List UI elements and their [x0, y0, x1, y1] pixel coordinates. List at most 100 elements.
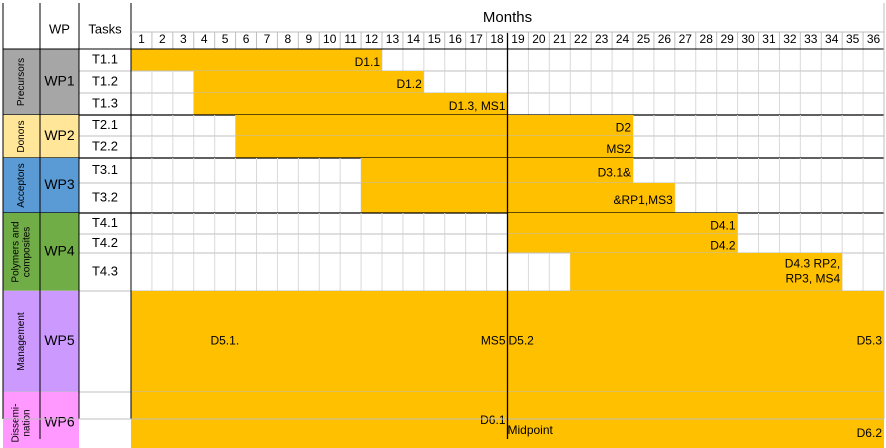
- category-cell: [3, 158, 40, 213]
- annotation-label: D5.2: [509, 334, 535, 348]
- wp-label: WP5: [44, 332, 75, 348]
- month-number: 19: [511, 32, 525, 46]
- category-cell: [3, 213, 40, 291]
- month-number: 1: [138, 32, 145, 46]
- task-bar: [361, 183, 675, 213]
- category-cell: [3, 392, 40, 448]
- month-number: 28: [700, 32, 714, 46]
- task-id: T1.3: [92, 95, 118, 110]
- category-cell: [3, 291, 40, 392]
- deliverable-label: D3.1&: [598, 166, 631, 180]
- task-bar: [235, 136, 634, 158]
- month-number: 31: [762, 32, 776, 46]
- task-bar: [131, 49, 382, 71]
- month-number: 13: [386, 32, 400, 46]
- category-label: Precursors: [16, 58, 27, 106]
- wp-cell: [40, 115, 79, 158]
- month-number: 23: [595, 32, 609, 46]
- deliverable-label: MS2: [606, 142, 631, 156]
- category-label: Acceptors: [16, 163, 27, 207]
- deliverable-label: D4.3 RP2,: [785, 257, 840, 271]
- month-number: 24: [616, 32, 630, 46]
- wp-label: WP1: [44, 73, 75, 89]
- task-bar: [193, 71, 424, 93]
- task-id: T1.1: [92, 51, 118, 66]
- month-number: 16: [449, 32, 463, 46]
- annotation-label: D6.2: [857, 426, 883, 440]
- month-number: 34: [825, 32, 839, 46]
- month-number: 35: [846, 32, 860, 46]
- month-number: 32: [783, 32, 797, 46]
- deliverable-label: RP3, MS4: [785, 272, 840, 286]
- category-label: Dissemi-: [11, 404, 22, 443]
- task-id: T4.1: [92, 215, 118, 230]
- category-label: Donors: [16, 120, 27, 152]
- month-number: 21: [553, 32, 567, 46]
- month-number: 11: [344, 32, 357, 46]
- category-label: nation: [22, 409, 33, 436]
- month-number: 26: [658, 32, 672, 46]
- deliverable-label: D4.2: [710, 239, 736, 253]
- task-id: T3.1: [92, 162, 118, 177]
- month-number: 2: [159, 32, 166, 46]
- task-bar: [507, 234, 738, 253]
- month-number: 27: [679, 32, 693, 46]
- category-label: Management: [16, 312, 27, 371]
- month-number: 30: [741, 32, 755, 46]
- wp-label: WP4: [44, 243, 75, 259]
- category-label: composites: [22, 227, 33, 278]
- header-tasks: Tasks: [88, 21, 122, 36]
- task-bar: [507, 213, 738, 234]
- month-number: 10: [323, 32, 337, 46]
- month-number: 33: [804, 32, 818, 46]
- task-id: T4.3: [92, 263, 118, 278]
- task-bar: [235, 115, 634, 136]
- annotation-label: MS5: [481, 334, 506, 348]
- wp-label: WP3: [44, 176, 75, 192]
- category-cell: [3, 115, 40, 158]
- category-cell: [3, 49, 40, 115]
- month-number: 36: [867, 32, 881, 46]
- category-label: Polymers and: [11, 221, 22, 282]
- wp-label: WP2: [44, 127, 75, 143]
- month-number: 12: [365, 32, 379, 46]
- task-bar: [570, 253, 843, 291]
- deliverable-label: D4.1: [710, 219, 736, 233]
- wp-cell: [40, 291, 79, 392]
- month-number: 3: [180, 32, 187, 46]
- task-bar: [193, 93, 508, 115]
- month-number: 20: [532, 32, 546, 46]
- annotation-label: D5.1.: [210, 334, 239, 348]
- month-number: 17: [469, 32, 483, 46]
- wp-cell: [40, 49, 79, 115]
- month-number: 8: [285, 32, 292, 46]
- annotation-label: D6.1: [480, 413, 506, 427]
- month-number: 25: [637, 32, 651, 46]
- month-number: 6: [243, 32, 250, 46]
- month-number: 18: [490, 32, 504, 46]
- annotation-label: D5.3: [857, 334, 883, 348]
- month-number: 5: [222, 32, 229, 46]
- midpoint-label: Midpoint: [508, 423, 554, 437]
- task-id: T4.2: [92, 235, 118, 250]
- wp-cell: [40, 392, 79, 448]
- task-id: T3.2: [92, 189, 118, 204]
- deliverable-label: D1.1: [355, 55, 381, 69]
- month-number: 9: [305, 32, 312, 46]
- task-bar: [361, 158, 633, 183]
- month-number: 14: [407, 32, 421, 46]
- task-id: T1.2: [92, 73, 118, 88]
- month-number: 29: [720, 32, 734, 46]
- wp-cell: [40, 158, 79, 213]
- month-number: 7: [264, 32, 271, 46]
- deliverable-label: D1.3, MS1: [449, 99, 506, 113]
- header-wp: WP: [49, 21, 70, 36]
- month-number: 4: [201, 32, 208, 46]
- deliverable-label: &RP1,MS3: [613, 193, 673, 207]
- deliverable-label: D1.2: [396, 77, 422, 91]
- task-id: T2.1: [92, 117, 118, 132]
- wp-cell: [40, 213, 79, 291]
- deliverable-label: D2: [616, 121, 632, 135]
- header-months: Months: [483, 9, 532, 26]
